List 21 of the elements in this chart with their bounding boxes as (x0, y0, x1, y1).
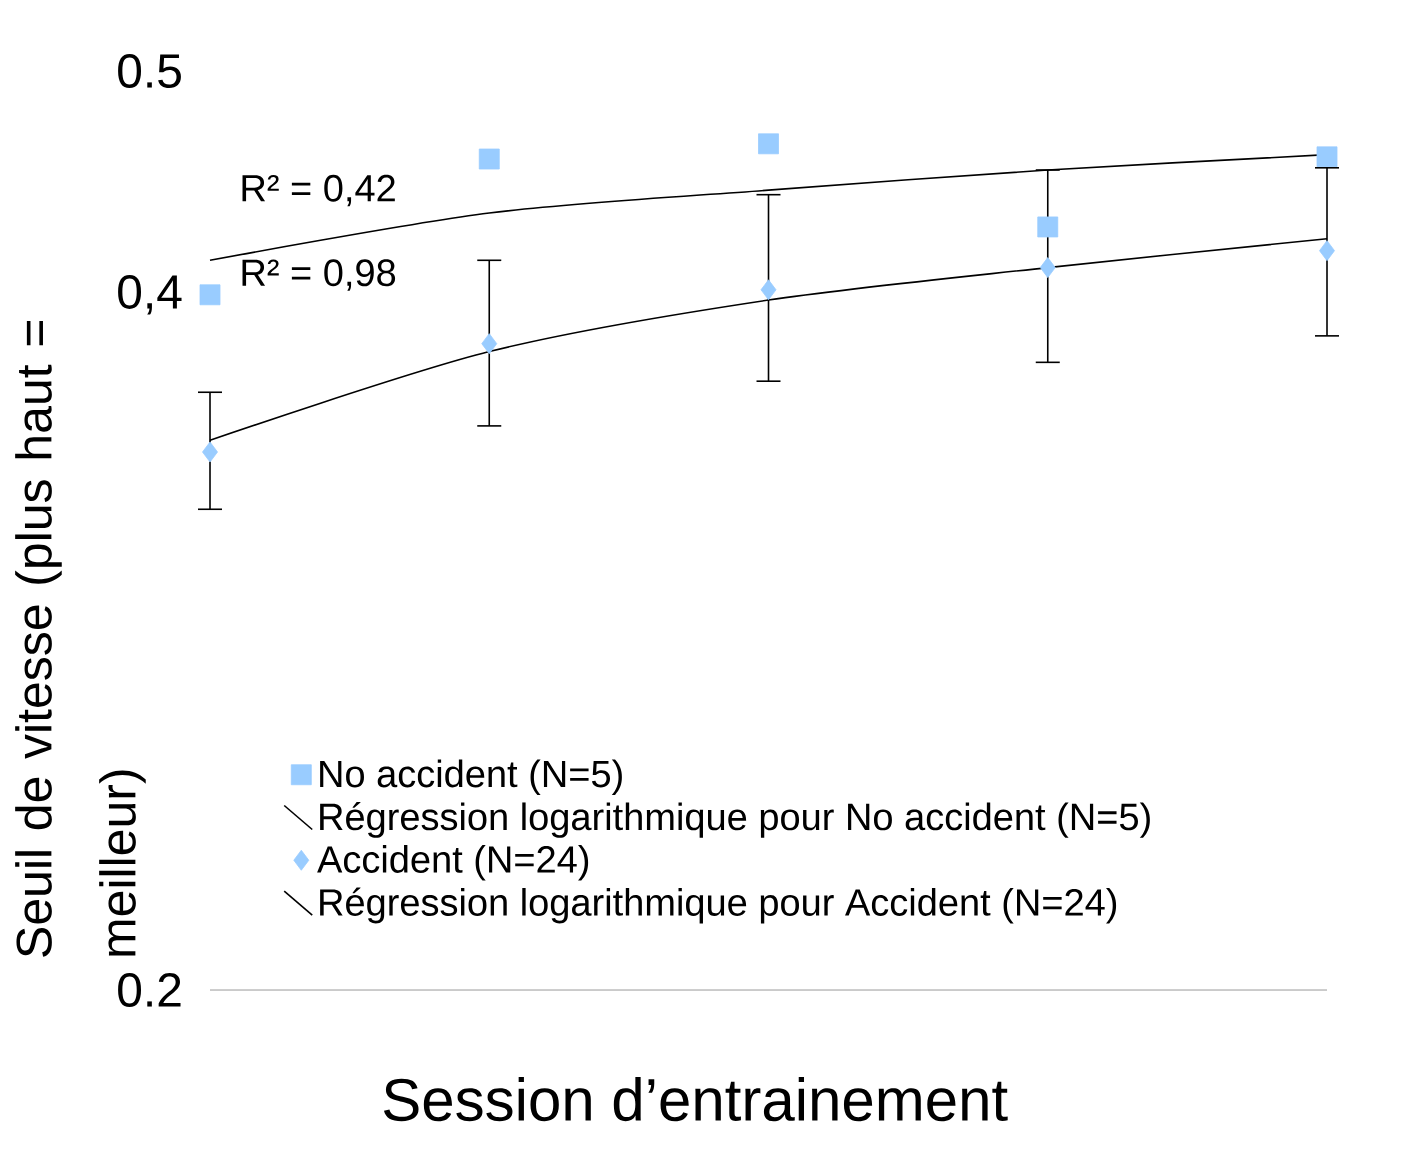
legend-label: No accident (N=5) (320, 759, 622, 795)
point (1039, 257, 1056, 278)
point (1316, 146, 1338, 168)
y-tick-label: 0,4 (118, 274, 182, 315)
annotation: R² = 0,42 (242, 174, 395, 207)
point (1319, 240, 1335, 262)
point (760, 279, 777, 301)
point (1037, 216, 1059, 238)
point (202, 441, 218, 463)
legend-label: Régression logarithmique pour No accident (N=5) (320, 802, 1150, 838)
y-tick-label: 0.2 (118, 973, 181, 1008)
x-axis-title: Session d’entrainement (384, 1077, 1008, 1122)
legend-label: Accident (N=24) (317, 844, 589, 881)
legend-label: Régression logarithmique pour Accident (N=24) (320, 887, 1117, 924)
point (481, 333, 498, 355)
annotation: R² = 0,98 (242, 259, 396, 291)
point (758, 133, 779, 155)
y-tick-label: 0.5 (118, 54, 181, 88)
y-axis-title: Seuil de vitesse (plus haut = meilleur) (15, 321, 146, 957)
point (478, 148, 500, 170)
point (199, 284, 221, 306)
